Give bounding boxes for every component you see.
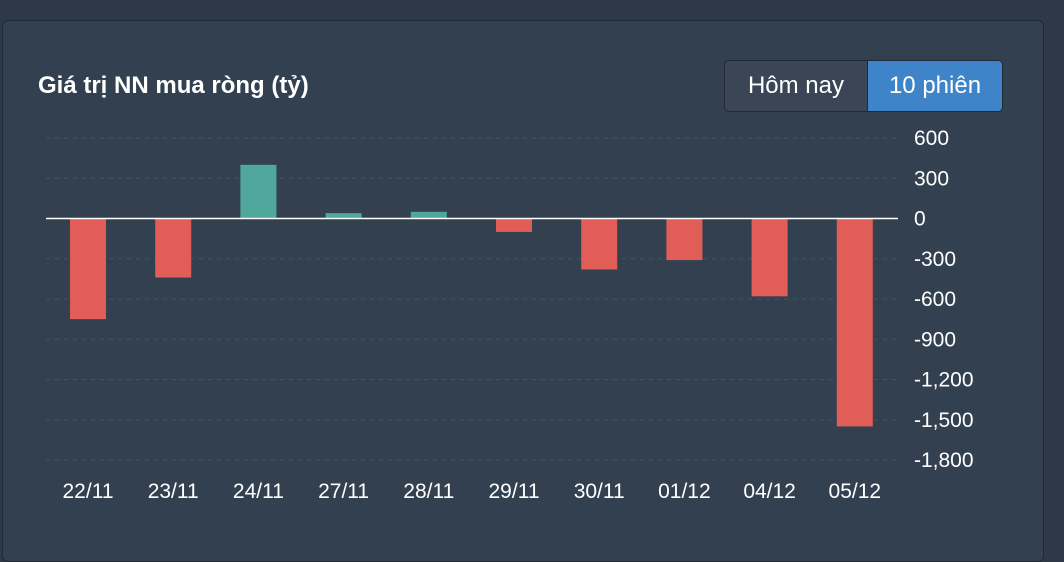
y-tick-label: -1,200 [914, 369, 974, 392]
x-tick-label: 27/11 [318, 480, 369, 503]
y-tick-label: 600 [914, 127, 949, 150]
x-tick-label: 28/11 [403, 480, 454, 503]
y-tick-label: -300 [914, 248, 956, 271]
bar-01-12[interactable] [666, 218, 703, 261]
x-axis-ticks: 22/11 23/11 24/11 27/11 28/11 29/11 30/11 01/12… [63, 480, 882, 503]
x-tick-label: 22/11 [63, 480, 114, 503]
chart-title: Giá trị NN mua ròng (tỷ) [38, 72, 309, 99]
period-toggle: Hôm nay 10 phiên [724, 60, 1003, 112]
bar-30-11[interactable] [581, 218, 618, 270]
y-tick-label: 300 [914, 167, 949, 190]
today-button[interactable]: Hôm nay [725, 61, 868, 111]
bar-05-12[interactable] [836, 218, 873, 427]
bar-27-11[interactable] [325, 213, 362, 219]
ten-sessions-button[interactable]: 10 phiên [868, 61, 1002, 111]
y-axis-ticks: 600 300 0 -300 -600 -900 -1,200 -1,500 -1,800 [914, 127, 974, 472]
x-tick-label: 01/12 [658, 480, 711, 503]
bars [70, 164, 873, 427]
bar-28-11[interactable] [410, 211, 447, 219]
bar-chart: 600 300 0 -300 -600 -900 -1,200 -1,500 -1,800 22… [46, 127, 974, 503]
x-tick-label: 05/12 [829, 480, 882, 503]
x-tick-label: 04/12 [743, 480, 796, 503]
y-tick-label: -600 [914, 288, 956, 311]
x-tick-label: 29/11 [489, 480, 540, 503]
bar-04-12[interactable] [751, 218, 788, 297]
x-tick-label: 30/11 [574, 480, 625, 503]
x-tick-label: 24/11 [233, 480, 284, 503]
y-tick-label: -900 [914, 328, 956, 351]
bar-22-11[interactable] [70, 218, 106, 320]
y-tick-label: 0 [914, 208, 926, 231]
x-tick-label: 23/11 [148, 480, 199, 503]
bar-24-11[interactable] [240, 164, 277, 219]
bar-29-11[interactable] [496, 218, 532, 232]
bar-23-11[interactable] [155, 218, 192, 278]
y-tick-label: -1,500 [914, 409, 974, 432]
gridlines [46, 137, 898, 461]
y-tick-label: -1,800 [914, 449, 974, 472]
